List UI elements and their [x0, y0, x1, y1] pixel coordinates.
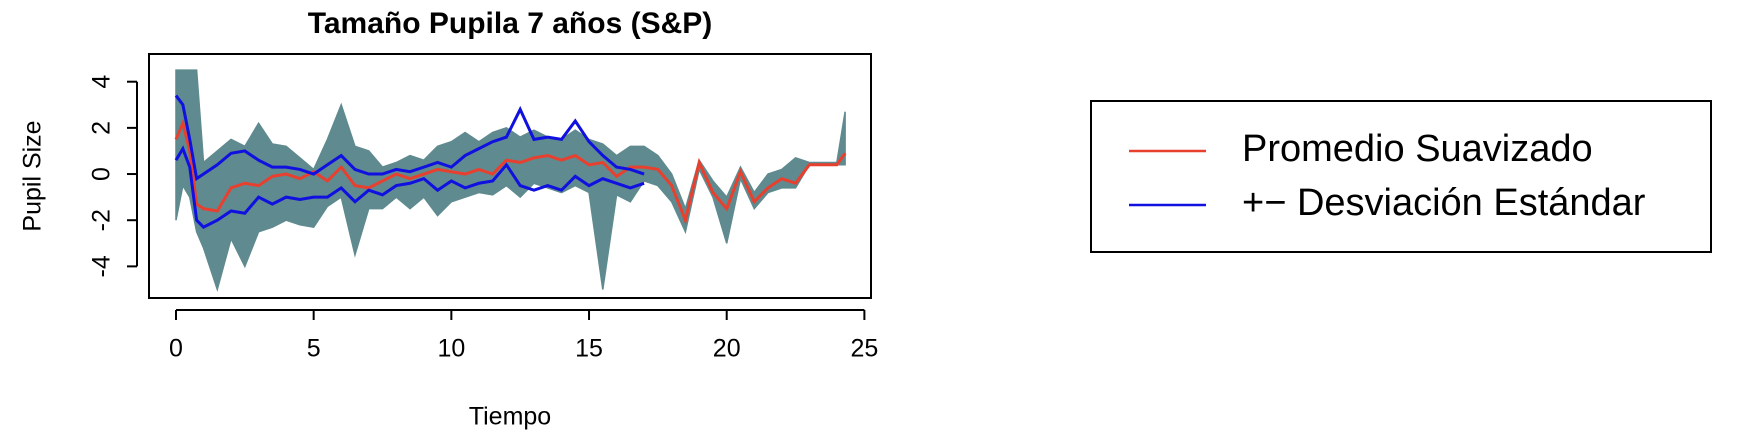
- x-axis-label: Tiempo: [469, 403, 551, 431]
- y-tick-label: -2: [88, 209, 116, 231]
- y-tick-label: 2: [88, 121, 116, 135]
- legend-box: [1090, 100, 1712, 253]
- series-line: [174, 118, 847, 226]
- y-axis-label: Pupil Size: [19, 120, 47, 231]
- x-tick-label: 15: [575, 335, 603, 363]
- chart-title: Tamaño Pupila 7 años (S&P): [308, 7, 713, 40]
- y-tick-label: 0: [88, 167, 116, 181]
- series-line: [174, 94, 645, 182]
- x-tick-label: 20: [713, 335, 741, 363]
- legend-label: +− Desviación Estándar: [1242, 182, 1646, 224]
- x-tick-label: 25: [850, 335, 878, 363]
- plot-frame: [148, 53, 872, 299]
- series-line: [174, 145, 645, 229]
- x-tick-label: 5: [307, 335, 321, 363]
- band-area: [175, 69, 846, 293]
- x-tick-label: 0: [169, 335, 183, 363]
- legend-label: Promedio Suavizado: [1242, 128, 1593, 170]
- y-tick-label: 4: [88, 75, 116, 89]
- y-tick-label: -4: [88, 255, 116, 277]
- x-tick-label: 10: [437, 335, 465, 363]
